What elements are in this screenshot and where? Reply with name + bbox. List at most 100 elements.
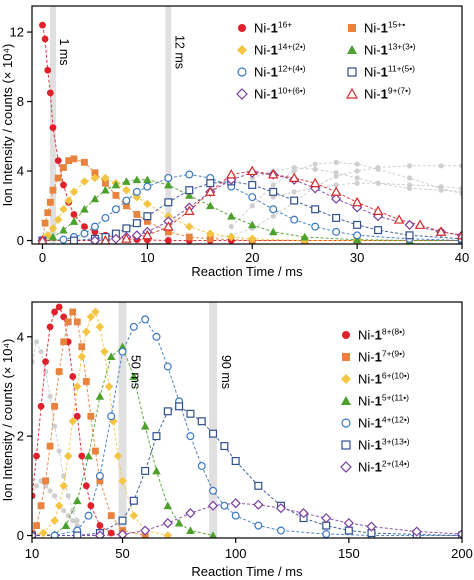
data-point (69, 373, 77, 380)
data-point (253, 499, 264, 510)
data-point (96, 522, 104, 529)
y-axis-label: Ion Intensity / counts (× 10⁴) (0, 44, 15, 207)
data-point (63, 451, 73, 461)
grey-data-point (375, 180, 381, 186)
data-point (101, 173, 110, 183)
data-point (186, 526, 195, 534)
data-point (322, 530, 331, 538)
grey-data-point (61, 508, 67, 514)
data-point (70, 211, 78, 218)
legend-marker (238, 24, 246, 32)
legend-marker (341, 396, 351, 405)
data-point (164, 237, 172, 244)
data-point (122, 224, 131, 233)
data-point (163, 362, 172, 371)
data-point (59, 235, 68, 244)
grey-data-point (52, 423, 58, 429)
data-point (32, 492, 36, 500)
data-point (164, 180, 173, 189)
legend-label: Ni-17+(9•) (358, 349, 405, 365)
data-point (118, 342, 127, 351)
data-point (46, 89, 54, 97)
grey-data-point (70, 508, 76, 514)
grey-data-point (354, 175, 360, 181)
data-point (50, 531, 59, 538)
legend-item: Ni-13+(13•) (341, 437, 410, 453)
legend-label: Ni-111+(5•) (364, 64, 415, 80)
data-point (69, 217, 79, 225)
data-point (91, 307, 100, 317)
data-point (82, 482, 90, 490)
data-point (254, 481, 263, 490)
data-point (59, 205, 68, 214)
data-point (142, 229, 153, 240)
data-point (132, 187, 141, 196)
data-point (129, 372, 139, 380)
legend-item: Ni-116+ (238, 20, 292, 36)
data-point (90, 222, 99, 231)
plot-frame (31, 301, 463, 539)
legend-marker (236, 88, 248, 100)
data-point (143, 175, 152, 184)
data-point (132, 175, 142, 184)
series-line (42, 158, 462, 241)
data-point (163, 501, 173, 510)
grey-data-point (375, 166, 381, 172)
data-point (225, 169, 237, 179)
data-point (90, 194, 100, 203)
legend-label: Ni-14+(12•) (358, 415, 410, 431)
time-marker-bar (209, 302, 218, 538)
data-point (101, 213, 110, 222)
legend-marker (347, 45, 357, 54)
legend-label: Ni-15+(11•) (358, 393, 409, 409)
data-point (110, 233, 122, 244)
data-point (288, 172, 300, 182)
data-point (332, 213, 341, 222)
data-point (186, 432, 195, 441)
data-point (65, 157, 73, 165)
grey-data-point (249, 203, 255, 209)
data-point (111, 180, 121, 189)
data-point (185, 186, 194, 195)
data-point (95, 392, 105, 400)
data-point (77, 352, 87, 361)
data-point (81, 158, 88, 166)
data-point (89, 235, 101, 244)
legend-marker (345, 87, 359, 99)
legend-item: Ni-18+(8•) (342, 327, 405, 343)
grey-data-point (291, 189, 297, 195)
data-point (298, 508, 309, 519)
data-point (290, 196, 299, 205)
data-point (164, 173, 173, 182)
data-point (247, 234, 257, 244)
series-line (32, 502, 462, 536)
x-tick-label: 150 (338, 546, 360, 561)
data-point (55, 368, 63, 375)
data-point (64, 196, 73, 205)
data-point (33, 522, 40, 529)
data-point (59, 225, 68, 234)
legend-item: Ni-115+• (348, 20, 405, 36)
data-point (311, 205, 320, 214)
data-point (393, 214, 405, 224)
data-point (141, 466, 150, 475)
legend-item: Ni-17+(9•) (342, 349, 405, 365)
data-point (33, 452, 40, 460)
grey-data-point (270, 213, 276, 219)
data-point (140, 421, 150, 430)
grey-data-point (65, 493, 71, 499)
time-marker-label: 90 ms (219, 355, 233, 389)
data-point (54, 157, 62, 165)
data-point (435, 226, 447, 236)
data-point (129, 322, 138, 331)
data-point (163, 531, 173, 538)
data-point (87, 412, 95, 420)
y-axis-label: Ion Intensity / counts (× 10⁴) (0, 339, 15, 502)
y-tick-label: 12 (10, 25, 24, 40)
data-point (53, 215, 63, 224)
grey-data-point (249, 175, 255, 181)
legend-label: Ni-113+(3•) (364, 42, 416, 58)
grey-data-point (38, 349, 44, 355)
legend-marker (237, 67, 247, 77)
data-point (374, 226, 383, 235)
